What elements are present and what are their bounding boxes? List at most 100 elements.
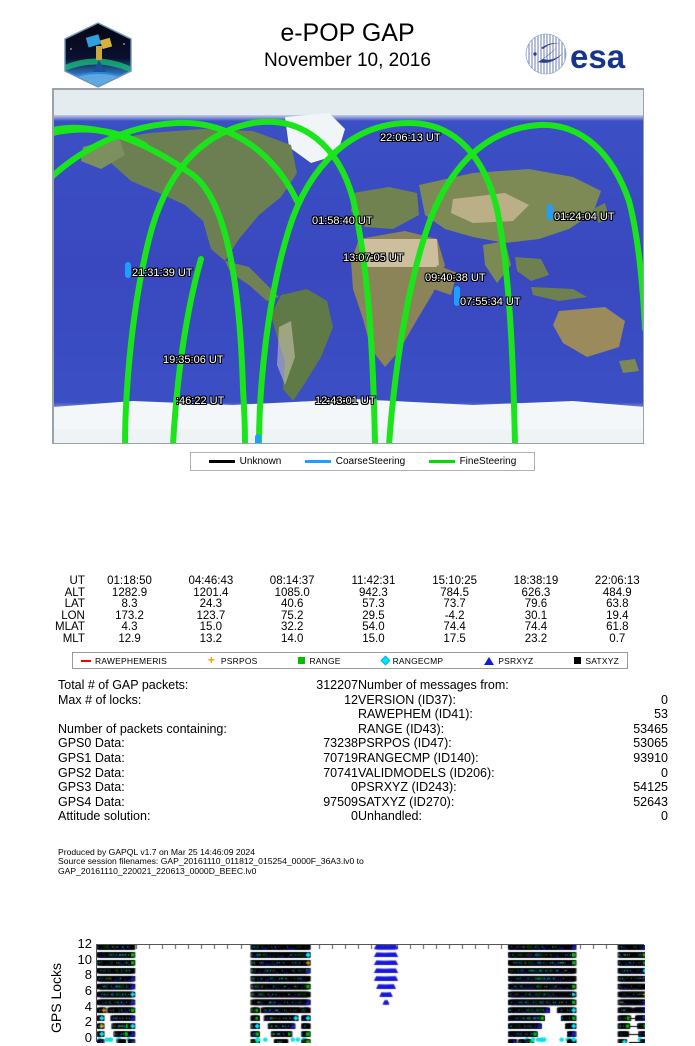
message-legend-entry: RAWEPHEMERIS	[81, 656, 167, 666]
stat-label: GPS1 Data:	[58, 750, 125, 765]
ephemeris-row-label: MLAT	[55, 621, 85, 634]
gps-y-tick-label: 6	[84, 983, 92, 998]
stat-label: Unhandled:	[358, 809, 422, 824]
stat-value: 0	[661, 809, 668, 824]
diamond-symbol-icon	[380, 655, 391, 666]
ephemeris-cell: 79.6	[524, 598, 548, 611]
stat-row: PSRXYZ (ID243): 54125	[358, 780, 668, 795]
ephemeris-row-label: MLT	[62, 632, 85, 645]
orbit-ground-track-map	[53, 89, 643, 443]
stat-label: PSRXYZ (ID243):	[358, 780, 457, 795]
stat-label: SATXYZ (ID270):	[358, 794, 455, 809]
stat-row: Unhandled: 0	[358, 809, 668, 824]
legend-label: FineSteering	[459, 456, 517, 467]
message-legend-label: RANGECMP	[392, 655, 444, 666]
map-legend-entry: Unknown	[208, 456, 281, 467]
stat-value: 73238	[323, 736, 358, 751]
stat-value: 0	[351, 809, 358, 824]
stat-row: GPS4 Data: 97509	[58, 795, 358, 810]
stat-value: 0	[661, 692, 668, 707]
legend-color-swatch	[304, 460, 331, 463]
ephemeris-row: UT 01:18:50 04:46:43 08:14:37 11:42:31 15:10:…	[46, 575, 658, 588]
ephemeris-cell: 12.9	[118, 632, 141, 645]
message-legend-entry: PSRXYZ	[484, 656, 533, 666]
message-legend-label: RANGE	[309, 655, 341, 666]
stat-row: Attitude solution: 0	[58, 809, 358, 824]
ephemeris-cell: 61.8	[606, 621, 629, 634]
gps-y-tick-label: 4	[84, 998, 92, 1014]
ephemeris-cell: 15.0	[362, 632, 385, 645]
ephemeris-cell: -4.2	[444, 609, 465, 622]
stat-value: 53065	[633, 736, 668, 751]
ephemeris-cell: 40.6	[280, 598, 304, 611]
stat-label: Max # of locks:	[58, 692, 142, 707]
statistics-right-column: Number of messages from: VERSION (ID37): 0…	[358, 678, 668, 824]
title-block: e-POP GAP November 10, 2016	[0, 18, 695, 73]
stat-value: 52643	[633, 794, 668, 809]
stat-label: RANGE (ID43):	[358, 721, 445, 736]
gps-locks-plot-area	[96, 944, 645, 1043]
ephemeris-cell: 784.5	[440, 586, 469, 599]
stat-label: GPS0 Data:	[58, 736, 125, 751]
ephemeris-cell: 626.3	[521, 586, 551, 599]
ephemeris-cell: 1085.0	[274, 586, 310, 599]
stat-label: VALIDMODELS (ID206):	[358, 765, 495, 780]
gps-locks-scatter-canvas	[97, 945, 645, 1043]
stat-label: GPS2 Data:	[58, 765, 125, 780]
page-title: e-POP GAP	[280, 19, 415, 47]
ephemeris-row-label: LAT	[64, 598, 85, 611]
message-type-legend: RAWEPHEMERIS + PSRPOS RANGE RANGECMP PSRXYZ SA…	[72, 652, 628, 669]
legend-color-swatch	[208, 460, 235, 463]
ephemeris-axis-table: UT 01:18:50 04:46:43 08:14:37 11:42:31 15:10:…	[46, 575, 658, 646]
message-legend-entry: RANGECMP	[380, 655, 444, 666]
ephemeris-cell: 0.7	[609, 632, 626, 645]
ephemeris-cell: 19.4	[606, 609, 629, 622]
ephemeris-cell: 75.2	[280, 609, 304, 622]
stat-row: PSRPOS (ID47): 53065	[358, 736, 668, 751]
ephemeris-row: LON 173.2 123.7 75.2 29.5 -4.2 30.1 19.4	[46, 609, 658, 623]
footer-provenance: Produced by GAPQL v1.7 on Mar 25 14:46:0…	[58, 847, 658, 876]
message-legend-entry: + PSRPOS	[208, 654, 258, 666]
map-legend-entry: FineSteering	[428, 456, 517, 467]
ephemeris-cell: 15:10:25	[432, 575, 477, 587]
ephemeris-row-label: UT	[69, 575, 85, 587]
ephemeris-cell: 15.0	[199, 621, 223, 634]
stat-value: 0	[351, 780, 358, 795]
ephemeris-row: ALT 1282.9 1201.4 1085.0 942.3 784.5 626.3 484.…	[46, 586, 658, 600]
ephemeris-cell: 18:38:19	[513, 575, 559, 587]
ephemeris-cell: 942.3	[359, 586, 388, 599]
stat-value: 53	[654, 707, 668, 722]
ephemeris-table: UT 01:18:50 04:46:43 08:14:37 11:42:31 15:10:…	[46, 575, 658, 646]
stat-label: RANGECMP (ID140):	[358, 750, 479, 765]
svg-text:CASSIOPE: CASSIOPE	[85, 78, 110, 83]
dash-symbol-icon	[81, 659, 91, 662]
stat-row: RANGECMP (ID140): 93910	[358, 751, 668, 766]
ephemeris-cell: 17.5	[443, 632, 466, 645]
stat-row: VALIDMODELS (ID206): 0	[358, 766, 668, 781]
cassiope-mission-logo: CASSIOPE	[62, 22, 134, 88]
stat-row: GPS1 Data: 70719	[58, 751, 358, 766]
ephemeris-cell: 54.0	[362, 621, 385, 634]
stat-row: GPS2 Data: 70741	[58, 766, 358, 781]
statistics-section: Total # of GAP packets: 312207 Max # of lo…	[0, 678, 695, 838]
ephemeris-cell: 74.4	[443, 621, 466, 634]
message-legend-label: SATXYZ	[585, 655, 619, 666]
ephemeris-row-label: ALT	[64, 586, 85, 599]
stat-label: GPS3 Data:	[58, 780, 125, 795]
ephemeris-cell: 4.3	[121, 621, 138, 634]
ephemeris-cell: 8.3	[121, 598, 138, 611]
ephemeris-row: MLT 12.9 13.2 14.0 15.0 17.5 23.2 0.7	[46, 632, 658, 646]
stat-value: 53465	[633, 721, 668, 736]
stat-row: GPS3 Data: 0	[58, 780, 358, 795]
legend-label: CoarseSteering	[335, 456, 406, 467]
stat-label: VERSION (ID37):	[358, 692, 456, 707]
ephemeris-cell: 23.2	[524, 632, 548, 645]
ephemeris-cell: 13.2	[199, 632, 223, 645]
world-map-panel: 22:06:13 UT 01:58:40 UT 01:24:04 UT 21:31:3…	[52, 88, 644, 444]
stat-row: SATXYZ (ID270): 52643	[358, 795, 668, 810]
stat-value: 97509	[323, 794, 358, 809]
map-legend-entry: CoarseSteering	[304, 456, 406, 467]
message-legend-label: PSRPOS	[220, 655, 258, 666]
stat-label: RAWEPHEM (ID41):	[358, 707, 473, 722]
square-filled-symbol-icon	[298, 657, 306, 664]
